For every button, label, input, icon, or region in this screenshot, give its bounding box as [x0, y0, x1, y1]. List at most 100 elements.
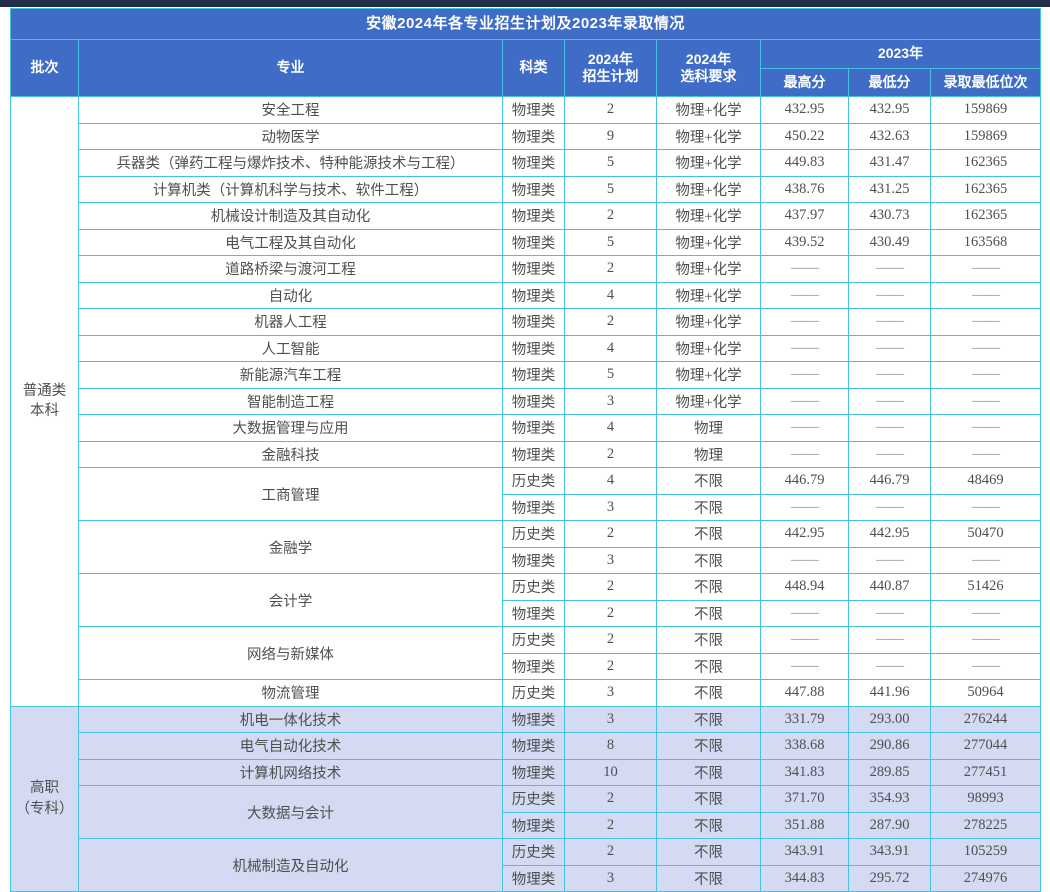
- header-plan-2024: 2024年 招生计划: [564, 39, 657, 97]
- requirement-cell: 物理: [656, 440, 761, 468]
- header-plan-2024-line2: 招生计划: [582, 68, 639, 84]
- table-row: 物理类 2 不限 351.88 287.90 278225: [11, 811, 1041, 839]
- max-score-cell: ——: [760, 493, 849, 521]
- min-score-cell: ——: [848, 334, 931, 362]
- rank-cell: ——: [930, 255, 1041, 283]
- requirement-cell: 不限: [656, 679, 761, 707]
- header-max-score: 最高分: [760, 68, 849, 97]
- table-row: 机械制造及自动化 历史类 2 不限 343.91 343.91 105259: [11, 838, 1041, 892]
- header-requirement-2024-line2: 选科要求: [680, 68, 737, 84]
- header-major: 专业: [78, 39, 503, 97]
- category-cell: 物理类: [502, 202, 565, 230]
- max-score-cell: ——: [760, 361, 849, 389]
- max-score-cell: 344.83: [760, 864, 849, 892]
- plan-cell: 10: [564, 758, 657, 786]
- max-score-cell: 448.94: [760, 573, 849, 601]
- max-score-cell: ——: [760, 652, 849, 680]
- requirement-cell: 不限: [656, 467, 761, 495]
- min-score-cell: 290.86: [848, 732, 931, 760]
- min-score-cell: 354.93: [848, 785, 931, 813]
- min-score-cell: ——: [848, 626, 931, 654]
- plan-cell: 2: [564, 96, 657, 124]
- major-cell: 兵器类（弹药工程与爆炸技术、特种能源技术与工程）: [78, 149, 503, 177]
- major-cell: 大数据管理与应用: [78, 414, 503, 442]
- category-cell: 物理类: [502, 149, 565, 177]
- requirement-cell: 物理+化学: [656, 228, 761, 256]
- min-score-cell: 430.73: [848, 202, 931, 230]
- table-row: 金融学 历史类 2 不限 442.95 442.95 50470: [11, 520, 1041, 574]
- plan-cell: 4: [564, 334, 657, 362]
- max-score-cell: ——: [760, 414, 849, 442]
- rank-cell: ——: [930, 440, 1041, 468]
- table-row: 兵器类（弹药工程与爆炸技术、特种能源技术与工程） 物理类 5 物理+化学 449.83 4…: [11, 149, 1041, 177]
- rank-cell: 278225: [930, 811, 1041, 839]
- requirement-cell: 不限: [656, 546, 761, 574]
- max-score-cell: ——: [760, 281, 849, 309]
- min-score-cell: 442.95: [848, 520, 931, 548]
- table-row: 电气工程及其自动化 物理类 5 物理+化学 439.52 430.49 163568: [11, 228, 1041, 256]
- header-category: 科类: [502, 39, 565, 97]
- major-cell: 机械制造及自动化: [78, 838, 503, 892]
- table-row: 金融科技 物理类 2 物理 —— —— ——: [11, 440, 1041, 468]
- category-cell: 物理类: [502, 281, 565, 309]
- max-score-cell: ——: [760, 255, 849, 283]
- major-cell: 电气自动化技术: [78, 732, 503, 760]
- rank-cell: ——: [930, 334, 1041, 362]
- table-row: 大数据与会计 历史类 2 不限 371.70 354.93 98993: [11, 785, 1041, 839]
- requirement-cell: 不限: [656, 626, 761, 654]
- rank-cell: 50470: [930, 520, 1041, 548]
- max-score-cell: ——: [760, 440, 849, 468]
- max-score-cell: ——: [760, 546, 849, 574]
- major-cell: 智能制造工程: [78, 387, 503, 415]
- category-cell: 物理类: [502, 732, 565, 760]
- min-score-cell: ——: [848, 387, 931, 415]
- category-cell: 物理类: [502, 546, 565, 574]
- max-score-cell: 341.83: [760, 758, 849, 786]
- category-cell: 物理类: [502, 864, 565, 892]
- requirement-cell: 物理+化学: [656, 202, 761, 230]
- category-cell: 物理类: [502, 440, 565, 468]
- table-row: 网络与新媒体 历史类 2 不限 —— —— ——: [11, 626, 1041, 680]
- table-row: 计算机网络技术 物理类 10 不限 341.83 289.85 277451: [11, 758, 1041, 786]
- requirement-cell: 不限: [656, 864, 761, 892]
- max-score-cell: 351.88: [760, 811, 849, 839]
- table-row: 高职 （专科） 机电一体化技术 物理类 3 不限 331.79 293.00 276244: [10, 705, 1041, 892]
- category-cell: 物理类: [502, 758, 565, 786]
- min-score-cell: ——: [848, 414, 931, 442]
- category-cell: 历史类: [502, 573, 565, 601]
- requirement-cell: 物理: [656, 414, 761, 442]
- admission-table: 安徽2024年各专业招生计划及2023年录取情况 批次 专业 科类 2024年 …: [10, 8, 1041, 892]
- table-row: 计算机类（计算机科学与技术、软件工程） 物理类 5 物理+化学 438.76 431.25…: [11, 175, 1041, 203]
- plan-cell: 2: [564, 626, 657, 654]
- min-score-cell: 446.79: [848, 467, 931, 495]
- max-score-cell: ——: [760, 308, 849, 336]
- plan-cell: 2: [564, 202, 657, 230]
- major-cell: 机器人工程: [78, 308, 503, 336]
- requirement-cell: 不限: [656, 838, 761, 866]
- rank-cell: 277451: [930, 758, 1041, 786]
- major-cell: 自动化: [78, 281, 503, 309]
- rank-cell: ——: [930, 281, 1041, 309]
- table-row: 动物医学 物理类 9 物理+化学 450.22 432.63 159869: [11, 122, 1041, 150]
- requirement-cell: 不限: [656, 785, 761, 813]
- category-cell: 历史类: [502, 838, 565, 866]
- batch-cell: 普通类 本科: [10, 96, 79, 707]
- major-cell: 动物医学: [78, 122, 503, 150]
- rank-cell: 159869: [930, 96, 1041, 124]
- min-score-cell: ——: [848, 255, 931, 283]
- requirement-cell: 不限: [656, 732, 761, 760]
- rank-cell: 162365: [930, 175, 1041, 203]
- max-score-cell: 437.97: [760, 202, 849, 230]
- requirement-cell: 不限: [656, 811, 761, 839]
- rank-cell: ——: [930, 387, 1041, 415]
- rank-cell: ——: [930, 308, 1041, 336]
- category-cell: 物理类: [502, 255, 565, 283]
- min-score-cell: 432.95: [848, 96, 931, 124]
- max-score-cell: 331.79: [760, 705, 849, 733]
- requirement-cell: 不限: [656, 758, 761, 786]
- plan-cell: 4: [564, 467, 657, 495]
- table-title: 安徽2024年各专业招生计划及2023年录取情况: [10, 8, 1041, 40]
- rank-cell: 162365: [930, 149, 1041, 177]
- rank-cell: 277044: [930, 732, 1041, 760]
- category-cell: 历史类: [502, 626, 565, 654]
